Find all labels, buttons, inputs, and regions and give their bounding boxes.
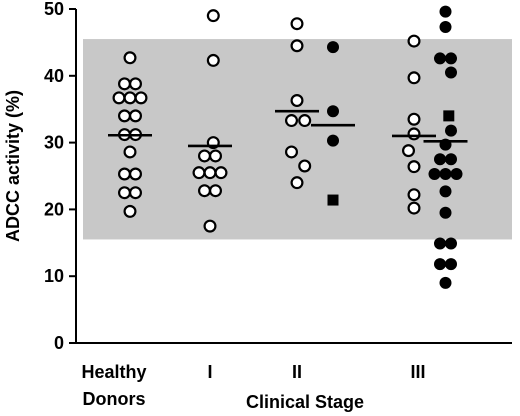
x-axis-title: Clinical Stage — [246, 392, 364, 412]
open-circle-point — [407, 127, 421, 141]
filled-circle-point — [439, 185, 452, 198]
open-circle-point — [134, 91, 148, 105]
open-circle-point — [123, 204, 137, 218]
open-circle-point — [192, 166, 206, 180]
filled-circle-point — [428, 167, 441, 180]
shaded-reference-band — [83, 39, 512, 240]
y-axis: 0 10 20 30 40 50 — [44, 0, 77, 353]
group-label: Healthy — [81, 362, 146, 382]
y-tick-label: 0 — [54, 333, 64, 353]
open-circle-point — [209, 184, 223, 198]
open-circle-point — [290, 94, 304, 108]
filled-circle-point — [327, 134, 339, 147]
open-circle-point — [209, 149, 223, 163]
open-circle-point — [123, 145, 137, 159]
data-points — [112, 5, 463, 289]
filled-circle-point — [439, 206, 452, 219]
open-circle-point — [407, 112, 421, 126]
open-circle-point — [407, 34, 421, 48]
open-circle-point — [285, 114, 299, 128]
open-circle-point — [206, 53, 220, 67]
open-circle-point — [129, 186, 143, 200]
filled-circle-point — [445, 153, 457, 166]
y-tick-label: 20 — [44, 199, 64, 219]
group-label: II — [292, 362, 302, 382]
group-label: Donors — [83, 389, 146, 409]
open-circle-point — [285, 145, 299, 159]
open-circle-point — [290, 39, 304, 53]
open-circle-point — [198, 149, 212, 163]
filled-circle-point — [445, 237, 457, 250]
open-circle-point — [402, 144, 416, 158]
filled-square-point — [443, 110, 455, 122]
mean-lines — [108, 109, 468, 148]
group-label: I — [207, 362, 212, 382]
open-circle-point — [117, 77, 131, 91]
open-circle-point — [206, 9, 220, 23]
open-circle-point — [123, 51, 137, 65]
filled-circle-point — [439, 276, 452, 289]
open-circle-point — [129, 167, 143, 181]
filled-circle-point — [327, 105, 339, 118]
open-circle-point — [290, 176, 304, 190]
y-tick-label: 10 — [44, 266, 64, 286]
open-circle-point — [407, 201, 421, 215]
y-tick-label: 40 — [44, 66, 64, 86]
y-tick-label: 30 — [44, 133, 64, 153]
open-circle-point — [112, 91, 126, 105]
open-circle-point — [407, 160, 421, 174]
filled-circle-point — [445, 258, 457, 271]
open-circle-point — [129, 77, 143, 91]
open-circle-point — [117, 109, 131, 123]
y-tick-label: 50 — [44, 0, 64, 19]
filled-circle-point — [434, 258, 446, 271]
open-circle-point — [298, 159, 312, 173]
filled-circle-point — [434, 52, 446, 65]
open-circle-point — [198, 184, 212, 198]
open-circle-point — [117, 167, 131, 181]
open-circle-point — [290, 17, 304, 31]
filled-circle-point — [445, 66, 457, 79]
open-circle-point — [407, 71, 421, 85]
open-circle-point — [214, 166, 228, 180]
filled-circle-point — [434, 153, 446, 166]
filled-circle-point — [434, 237, 446, 250]
open-circle-point — [203, 219, 217, 233]
open-circle-point — [129, 109, 143, 123]
filled-circle-point — [327, 41, 339, 54]
filled-circle-point — [439, 5, 452, 18]
open-circle-point — [298, 114, 312, 128]
filled-circle-point — [445, 52, 457, 65]
filled-circle-point — [445, 124, 457, 137]
open-circle-point — [203, 166, 217, 180]
y-axis-title: ADCC activity (%) — [3, 90, 23, 242]
group-label: III — [410, 362, 425, 382]
filled-circle-point — [439, 21, 452, 34]
filled-circle-point — [439, 167, 452, 180]
open-circle-point — [123, 91, 137, 105]
filled-circle-point — [450, 167, 463, 180]
open-circle-point — [117, 186, 131, 200]
filled-square-point — [327, 194, 339, 206]
open-circle-point — [407, 188, 421, 202]
